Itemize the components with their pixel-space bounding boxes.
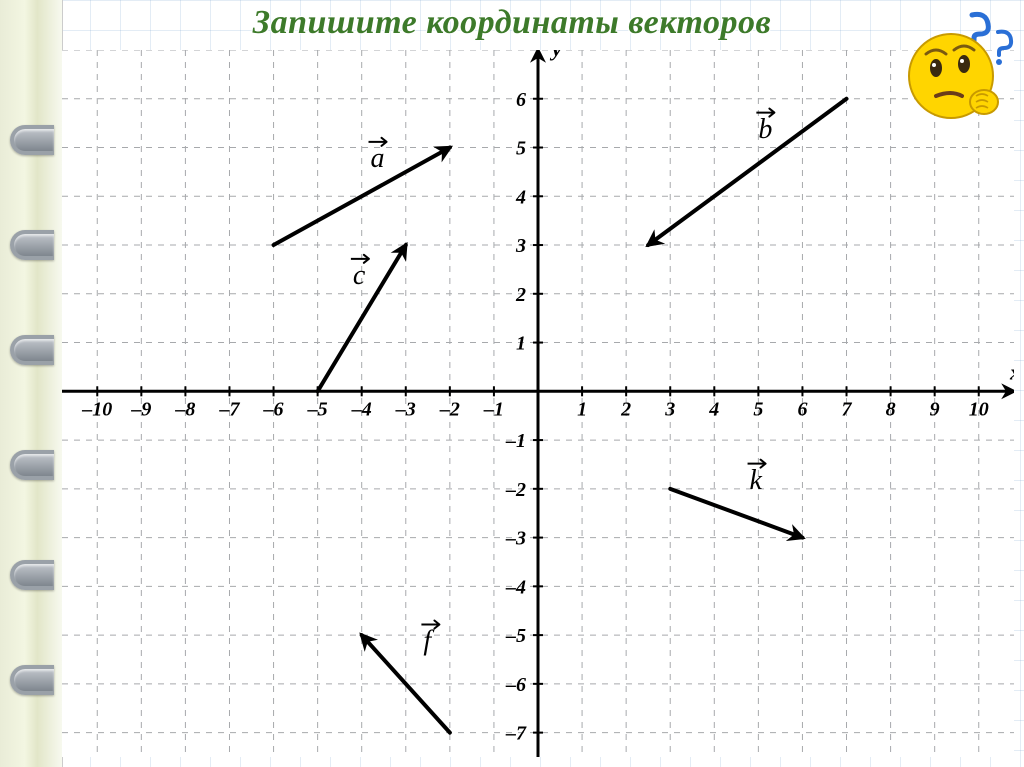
- svg-text:–5: –5: [505, 625, 526, 647]
- svg-text:–1: –1: [483, 398, 504, 420]
- svg-text:–3: –3: [395, 398, 416, 420]
- svg-text:8: 8: [886, 398, 896, 420]
- ring-icon: [10, 450, 54, 480]
- svg-text:10: 10: [969, 398, 989, 420]
- svg-text:3: 3: [515, 235, 526, 257]
- svg-text:1: 1: [577, 398, 587, 420]
- svg-text:–8: –8: [174, 398, 195, 420]
- ring-icon: [10, 560, 54, 590]
- svg-text:2: 2: [515, 284, 526, 306]
- svg-text:c: c: [353, 260, 366, 291]
- svg-text:x: x: [1009, 359, 1014, 384]
- svg-text:3: 3: [664, 398, 675, 420]
- svg-text:9: 9: [930, 398, 940, 420]
- svg-text:6: 6: [797, 398, 807, 420]
- chart-container: –10 –9 –8 –7 –6 –5 –4 –3 –2 –1 1 2 3 4 5 6 7 8 9 10 –7 –6 –5 –4…: [62, 50, 1014, 757]
- svg-text:2: 2: [620, 398, 631, 420]
- svg-text:–7: –7: [505, 723, 527, 745]
- svg-text:–6: –6: [263, 398, 284, 420]
- page-title: Запишите координаты векторов: [0, 4, 1024, 42]
- svg-text:–4: –4: [351, 398, 372, 420]
- svg-text:4: 4: [708, 398, 719, 420]
- svg-text:1: 1: [516, 333, 526, 355]
- svg-text:–3: –3: [505, 528, 526, 550]
- vector-chart: –10 –9 –8 –7 –6 –5 –4 –3 –2 –1 1 2 3 4 5 6 7 8 9 10 –7 –6 –5 –4…: [62, 50, 1014, 757]
- thinking-emoji-icon: [896, 4, 1016, 124]
- svg-text:5: 5: [753, 398, 763, 420]
- svg-text:–4: –4: [505, 576, 526, 598]
- svg-text:5: 5: [516, 138, 526, 160]
- svg-text:–2: –2: [439, 398, 460, 420]
- svg-text:–5: –5: [307, 398, 328, 420]
- svg-text:–10: –10: [81, 398, 112, 420]
- svg-text:–2: –2: [505, 479, 526, 501]
- svg-text:k: k: [750, 465, 763, 496]
- svg-text:a: a: [371, 143, 385, 174]
- svg-text:–7: –7: [218, 398, 240, 420]
- ring-icon: [10, 335, 54, 365]
- svg-text:b: b: [758, 114, 772, 145]
- ring-icon: [10, 125, 54, 155]
- svg-text:–6: –6: [505, 674, 526, 696]
- svg-text:7: 7: [842, 398, 853, 420]
- ring-icon: [10, 665, 54, 695]
- svg-text:–1: –1: [505, 430, 526, 452]
- svg-text:–9: –9: [130, 398, 151, 420]
- notebook-spine: [0, 0, 63, 767]
- svg-text:6: 6: [516, 89, 526, 111]
- ring-icon: [10, 230, 54, 260]
- svg-text:4: 4: [515, 186, 526, 208]
